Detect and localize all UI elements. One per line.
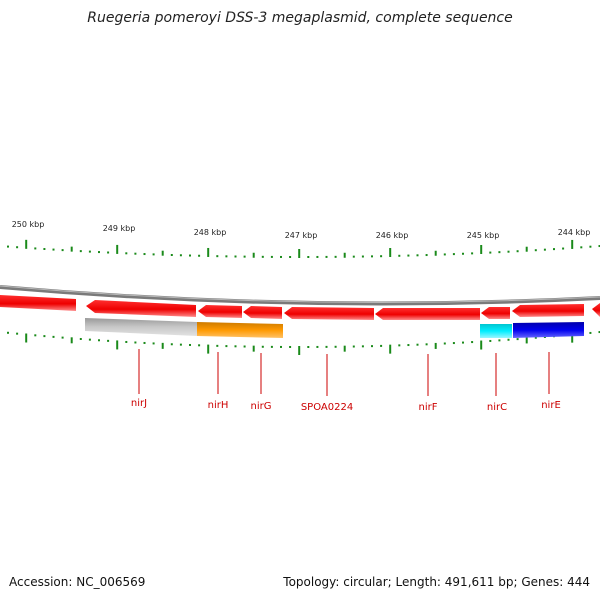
gene-arrow[interactable] — [86, 300, 196, 317]
gene-label-nirC[interactable]: nirC — [487, 402, 507, 413]
accession-text: Accession: NC_006569 — [9, 575, 146, 589]
sequence-backbone-highlight — [0, 285, 600, 303]
scale-label-249kbp: 249 kbp — [103, 224, 136, 233]
gene-arrow-nirF[interactable] — [375, 308, 480, 320]
feature-block-cyan[interactable] — [480, 324, 512, 338]
scale-label-244kbp: 244 kbp — [558, 228, 591, 237]
scale-label-247kbp: 247 kbp — [285, 231, 318, 240]
gene-arrow-nirC[interactable] — [481, 307, 510, 319]
sequence-backbone — [0, 285, 600, 306]
gene-arrow[interactable] — [0, 295, 76, 311]
map-title: Ruegeria pomeroyi DSS-3 megaplasmid, com… — [87, 10, 513, 26]
scale-ticks-bottom — [7, 331, 600, 355]
feature-block-orange[interactable] — [197, 322, 283, 338]
gene-label-nirE[interactable]: nirE — [541, 400, 561, 411]
feature-block-grey[interactable] — [85, 318, 197, 336]
scale-label-246kbp: 246 kbp — [376, 231, 409, 240]
gene-label-SPOA0224[interactable]: SPOA0224 — [301, 402, 353, 413]
gene-arrow-SPOA0224[interactable] — [284, 307, 374, 320]
scale-label-248kbp: 248 kbp — [194, 228, 227, 237]
gene-label-nirF[interactable]: nirF — [419, 402, 438, 413]
gene-arrow-nirH[interactable] — [198, 305, 242, 318]
gene-label-nirH[interactable]: nirH — [208, 400, 229, 411]
scale-ticks-top — [7, 239, 600, 258]
scale-label-245kbp: 245 kbp — [467, 231, 500, 240]
scale-label-250kbp: 250 kbp — [12, 220, 45, 229]
gene-arrow-nirG[interactable] — [243, 306, 282, 319]
sequence-info-text: Topology: circular; Length: 491,611 bp; … — [283, 575, 590, 589]
gene-label-nirG[interactable]: nirG — [251, 401, 272, 412]
gene-arrow[interactable] — [592, 303, 600, 317]
feature-block-blue[interactable] — [513, 322, 584, 338]
gene-arrow-nirE[interactable] — [512, 304, 584, 317]
gene-label-nirJ[interactable]: nirJ — [131, 398, 147, 409]
